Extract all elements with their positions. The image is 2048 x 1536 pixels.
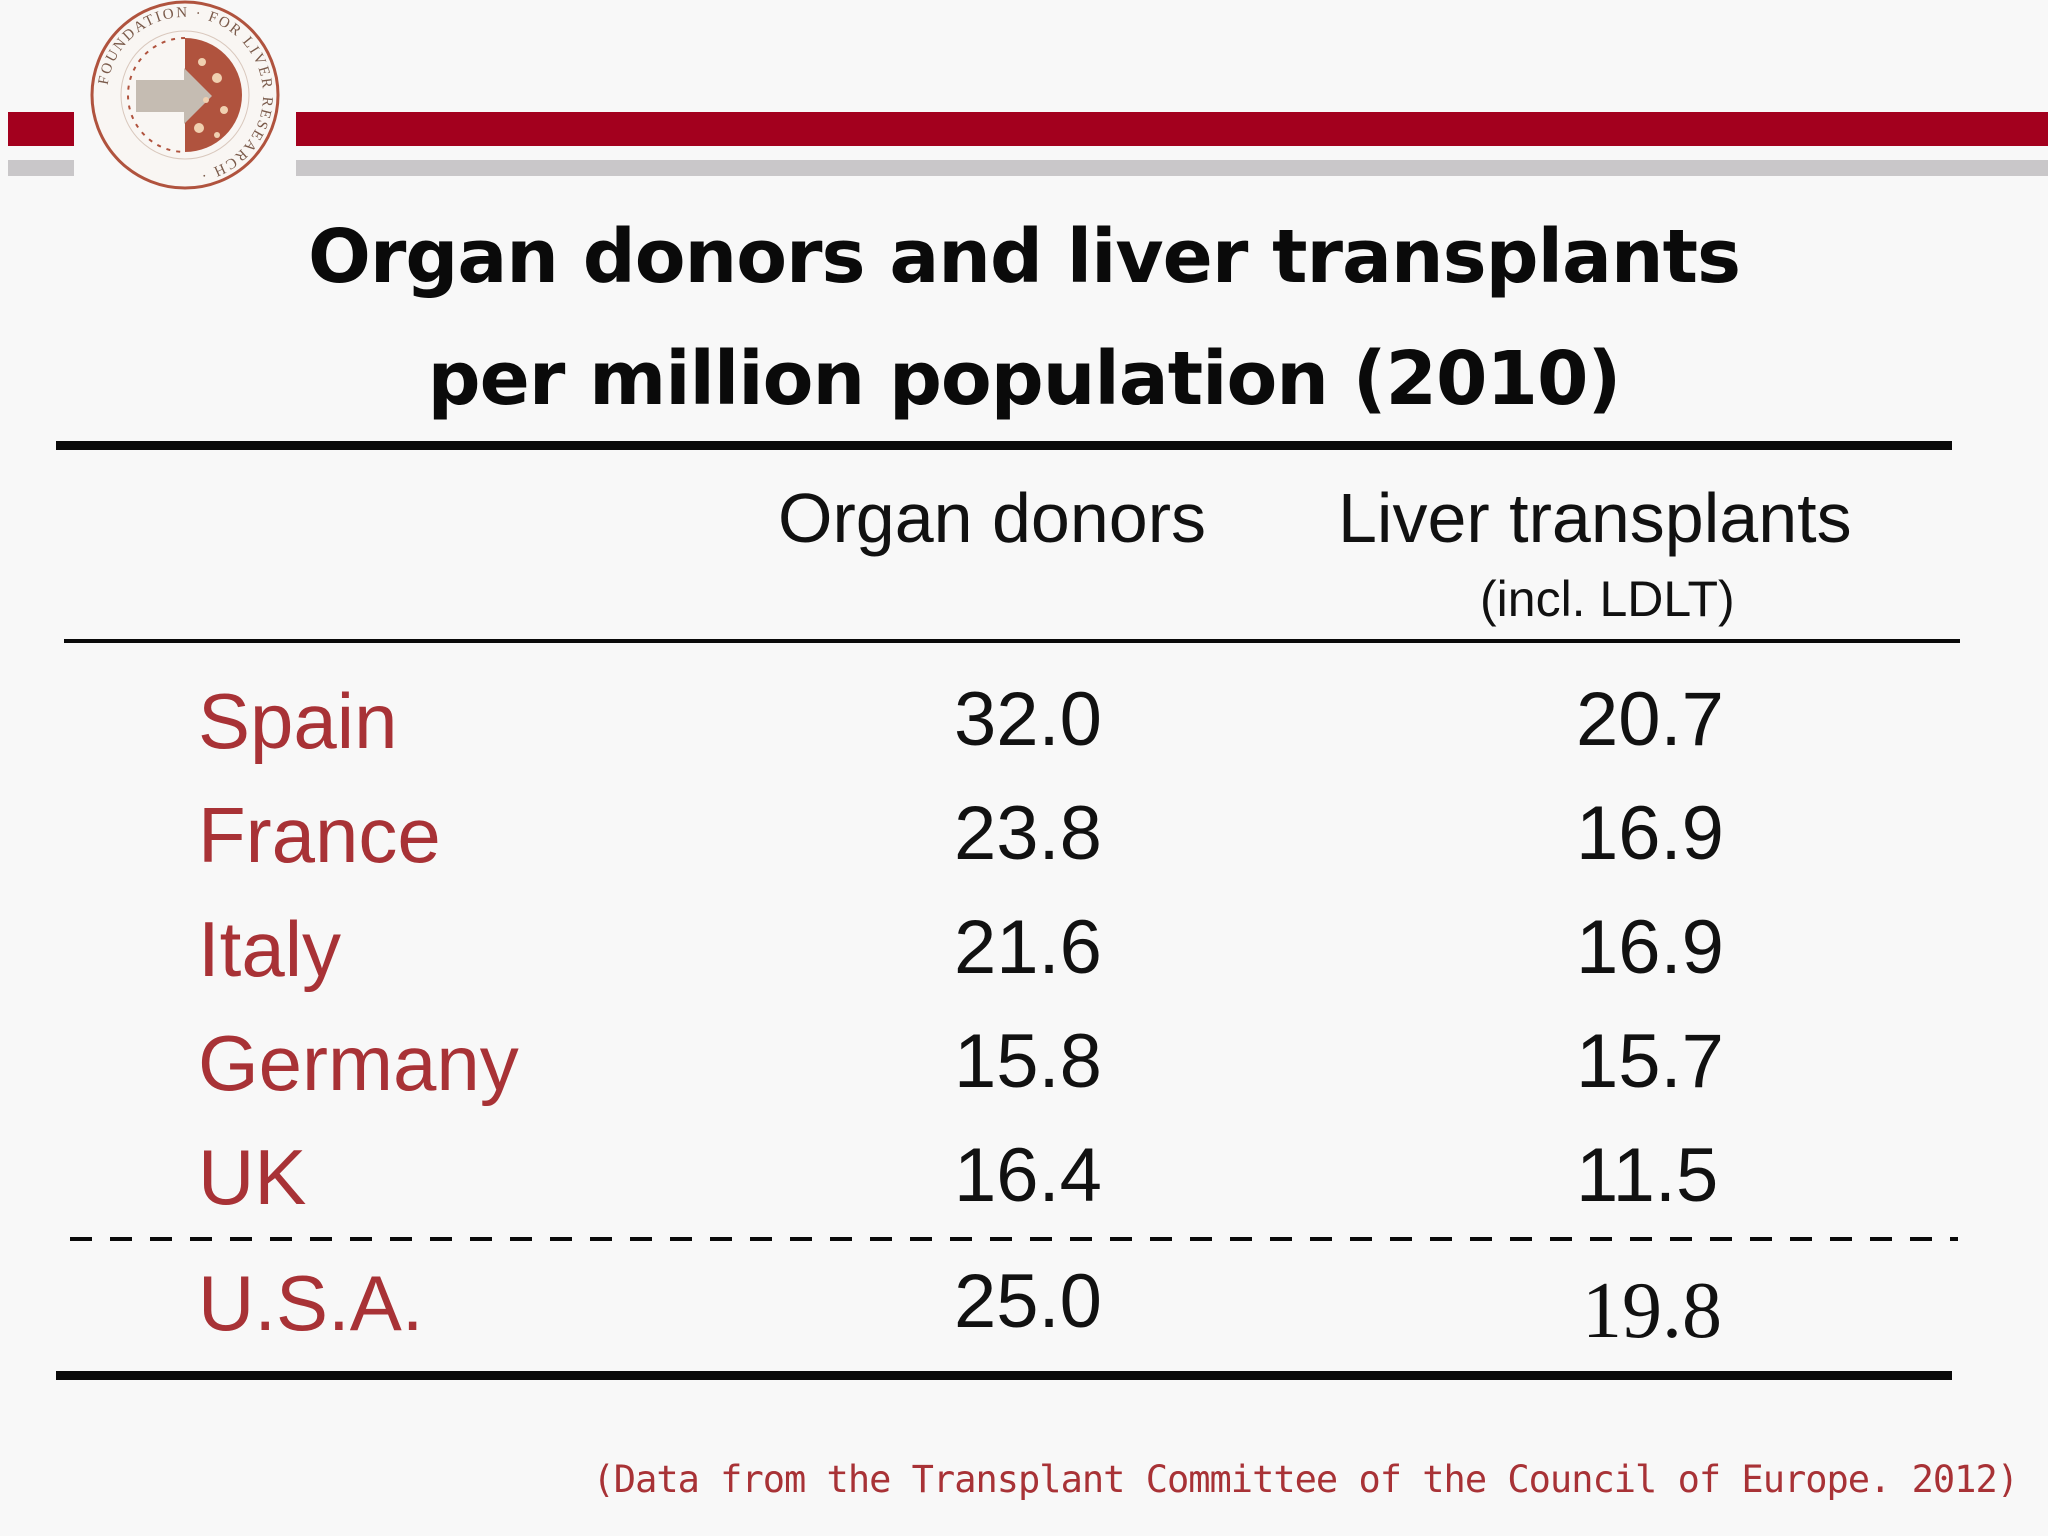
donors-cell: 23.8: [954, 791, 1102, 876]
country-cell: France: [198, 791, 441, 879]
title-line-2: per million population (2010): [427, 336, 1622, 422]
country-cell: Spain: [198, 677, 398, 765]
source-note: (Data from the Transplant Committee of t…: [592, 1458, 2019, 1501]
header-stripe-gray-left: [8, 160, 74, 176]
table-row: UK 16.4 11.5: [0, 1132, 2048, 1232]
liver-cell: 16.9: [1576, 791, 1724, 876]
table-row: Italy 21.6 16.9: [0, 904, 2048, 1004]
donors-cell: 16.4: [954, 1133, 1102, 1218]
header-liver-transplants: Liver transplants: [1338, 479, 1852, 557]
header-liver-subtitle: (incl. LDLT): [1480, 571, 1735, 627]
liver-cell: 20.7: [1576, 677, 1724, 762]
title-line-1: Organ donors and liver transplants: [307, 214, 1741, 300]
header-stripe-red-right: [296, 112, 2048, 146]
header-stripe-red-left: [8, 112, 74, 146]
liver-cell: 19.8: [1582, 1267, 1722, 1355]
liver-cell: 15.7: [1576, 1019, 1724, 1104]
slide-title: Organ donors and liver transplants per m…: [0, 196, 2048, 440]
header-organ-donors: Organ donors: [778, 479, 1207, 557]
table-dashed-separator: [70, 1237, 1958, 1241]
liver-cell: 11.5: [1576, 1133, 1719, 1218]
table-row: France 23.8 16.9: [0, 790, 2048, 890]
table-header-rule: [64, 639, 1960, 643]
table-top-rule: [56, 441, 1952, 450]
table-row-usa: U.S.A. 25.0 19.8: [0, 1258, 2048, 1358]
country-cell: Germany: [198, 1019, 519, 1107]
header-stripe-gray-right: [296, 160, 2048, 176]
donors-cell: 32.0: [954, 677, 1102, 762]
country-cell: Italy: [198, 905, 342, 993]
table-row: Spain 32.0 20.7: [0, 676, 2048, 776]
donors-cell: 21.6: [954, 905, 1102, 990]
table-bottom-rule: [56, 1371, 1952, 1380]
liver-cell: 16.9: [1576, 905, 1724, 990]
country-cell: UK: [198, 1133, 307, 1221]
country-cell: U.S.A.: [198, 1259, 424, 1347]
table-row: Germany 15.8 15.7: [0, 1018, 2048, 1118]
foundation-logo: FOUNDATION · FOR LIVER RESEARCH ·: [84, 0, 286, 190]
donors-cell: 15.8: [954, 1019, 1102, 1104]
donors-cell: 25.0: [954, 1259, 1102, 1344]
